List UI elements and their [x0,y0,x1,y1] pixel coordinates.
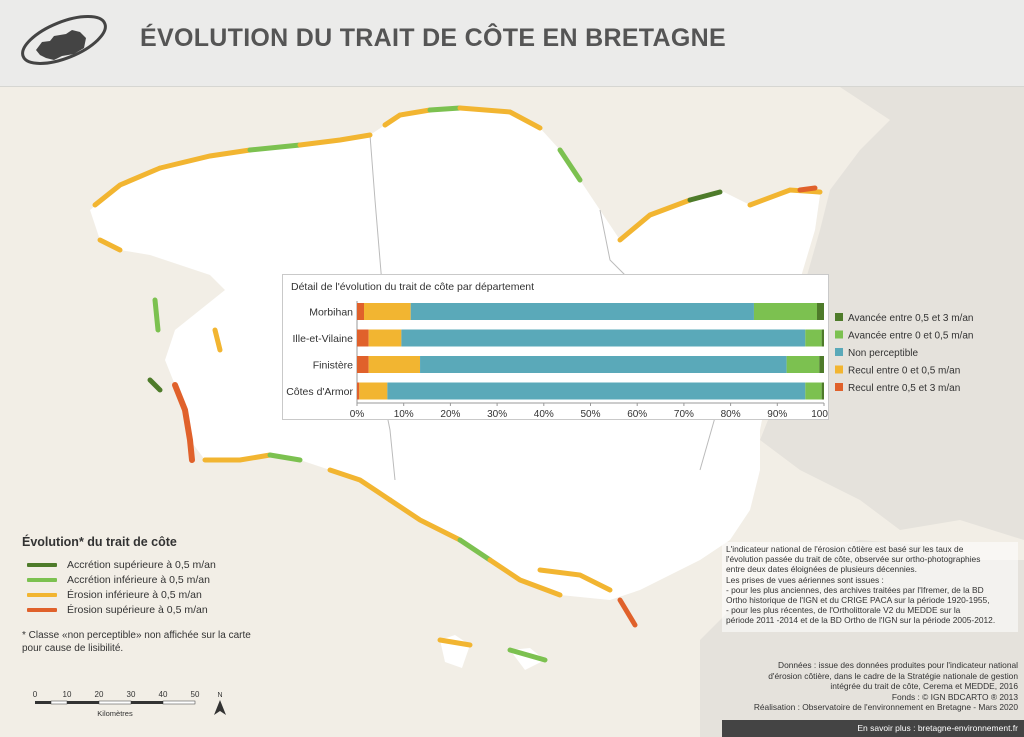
chart-legend-label: Recul entre 0 et 0,5 m/an [848,366,960,377]
credit-line: d'érosion côtière, dans le cadre de la S… [768,670,1018,681]
x-tick-label: 60% [627,409,647,419]
north-arrow-icon: N [214,692,226,715]
chart-legend-label: Avancée entre 0,5 et 3 m/an [848,313,973,324]
legend-label: Accrétion inférieure à 0,5 m/an [67,573,210,586]
scale-bar: 0 10 20 30 40 50 Kilomètres N [33,690,226,718]
legend-label: Érosion supérieure à 0,5 m/an [67,603,208,616]
info-line: L'indicateur national de l'érosion côtiè… [726,544,964,554]
info-line: Ortho historique de l'IGN et du CRIGE PA… [726,595,990,606]
scale-unit-label: Kilomètres [97,709,133,718]
bar-segment [821,382,824,400]
bar-segment [364,303,411,320]
legend-item: Accrétion supérieure à 0,5 m/an [22,557,282,572]
neighbour-region [760,87,1024,540]
chart-title: Détail de l'évolution du trait de côte p… [291,281,535,293]
legend-note: * Classe «non perceptible» non affichée … [22,629,282,655]
x-tick-label: 70% [674,409,694,419]
legend-note-line: pour cause de lisibilité. [22,643,124,654]
bar-segment [359,382,388,400]
page-title: ÉVOLUTION DU TRAIT DE CÔTE EN BRETAGNE [140,24,726,52]
info-line: - pour les plus récentes, de l'Ortholitt… [726,605,961,616]
credit-line: intégrée du trait de côte, Cerema et MED… [830,681,1018,692]
legend-item: Érosion supérieure à 0,5 m/an [22,602,282,617]
bar-segment [357,356,369,373]
info-line: période 2011 -2014 et de la BD Ortho de … [726,615,996,626]
info-line: - pour les plus anciennes, des archives … [726,584,984,595]
legend-title: Évolution* du trait de côte [22,535,177,549]
info-text-box: L'indicateur national de l'érosion côtiè… [722,542,1018,632]
stacked-bar-chart: Morbihan Ille-et-Vilaine Finistère Côtes d'… [286,301,828,419]
bar-segment [786,356,820,373]
info-line: entre deux dates éloignées de plusieurs … [726,564,917,575]
scale-tick-label: 40 [159,690,168,699]
x-tick-label: 50% [580,409,600,419]
chart-legend-label: Avancée entre 0 et 0,5 m/an [848,331,973,342]
legend-swatch [27,577,57,582]
legend-item: Accrétion inférieure à 0,5 m/an [22,572,282,587]
credit-line: Réalisation : Observatoire de l'environn… [753,702,1018,713]
scale-tick-label: 10 [63,690,72,699]
category-label: Finistère [313,360,353,372]
x-tick-label: 10% [394,409,414,419]
x-tick-label: 20% [440,409,460,419]
bar-segment [368,329,402,347]
chart-legend-swatch [835,365,843,374]
x-tick-label: 90% [767,409,787,419]
legend-item: Érosion inférieure à 0,5 m/an [22,587,282,602]
x-tick-label: 80% [721,409,741,419]
credits: Données : issue des données produites po… [754,660,1018,713]
bar-segment [821,329,824,347]
x-tick-label: 100% [811,409,828,419]
x-tick-label: 40% [534,409,554,419]
chart-legend-label: Recul entre 0,5 et 3 m/an [848,383,960,394]
scale-tick-label: 0 [33,690,38,699]
chart-legend-swatch [835,313,843,321]
scale-tick-label: 30 [127,690,136,699]
bar-segment [753,303,817,320]
legend-note-line: * Classe «non perceptible» non affichée … [22,630,251,641]
svg-text:N: N [217,692,222,699]
chart-legend-swatch [835,348,843,356]
credit-line: Données : issue des données produites po… [778,660,1018,670]
bar-segment [357,303,365,320]
scale-tick-label: 20 [95,690,104,699]
bar-segment [805,329,822,347]
info-line: l'évolution passée du trait de côte, obs… [726,554,981,565]
category-label: Côtes d'Armor [286,386,353,398]
credit-line: Fonds : © IGN BDCARTO ® 2013 [891,691,1018,702]
x-tick-label: 30% [487,409,507,419]
chart-legend-swatch [835,383,843,391]
chart-legend-swatch [835,330,843,339]
info-line: Les prises de vues aériennes sont issues… [726,574,884,585]
map-legend: Évolution* du trait de côte Accrétion su… [22,535,282,665]
x-tick-label: 0% [350,409,365,419]
bar-segment [401,329,806,347]
chart-panel: Détail de l'évolution du trait de côte p… [282,274,829,420]
bar-segment [816,303,824,320]
bar-segment [368,356,421,373]
category-label: Ille-et-Vilaine [292,333,353,345]
chart-legend-label: Non perceptible [848,348,918,359]
legend-label: Accrétion supérieure à 0,5 m/an [67,558,216,571]
scale-tick-label: 50 [191,690,200,699]
category-label: Morbihan [309,307,353,319]
bar-segment [387,382,806,400]
bar-segment [805,382,822,400]
bar-segment [357,382,360,400]
header: ÉVOLUTION DU TRAIT DE CÔTE EN BRETAGNE [0,0,1024,87]
legend-swatch [27,562,57,567]
bar-segment [819,356,824,373]
legend-label: Érosion inférieure à 0,5 m/an [67,588,202,601]
more-info-link[interactable]: En savoir plus : bretagne-environnement.… [722,720,1024,737]
brittany-logo-icon [21,15,107,65]
bar-segment [420,356,787,373]
bar-segment [410,303,754,320]
chart-legend: Avancée entre 0,5 et 3 m/an Avancée entre… [835,313,973,394]
bar-segment [357,329,369,347]
legend-swatch [27,607,57,612]
legend-swatch [27,592,57,597]
